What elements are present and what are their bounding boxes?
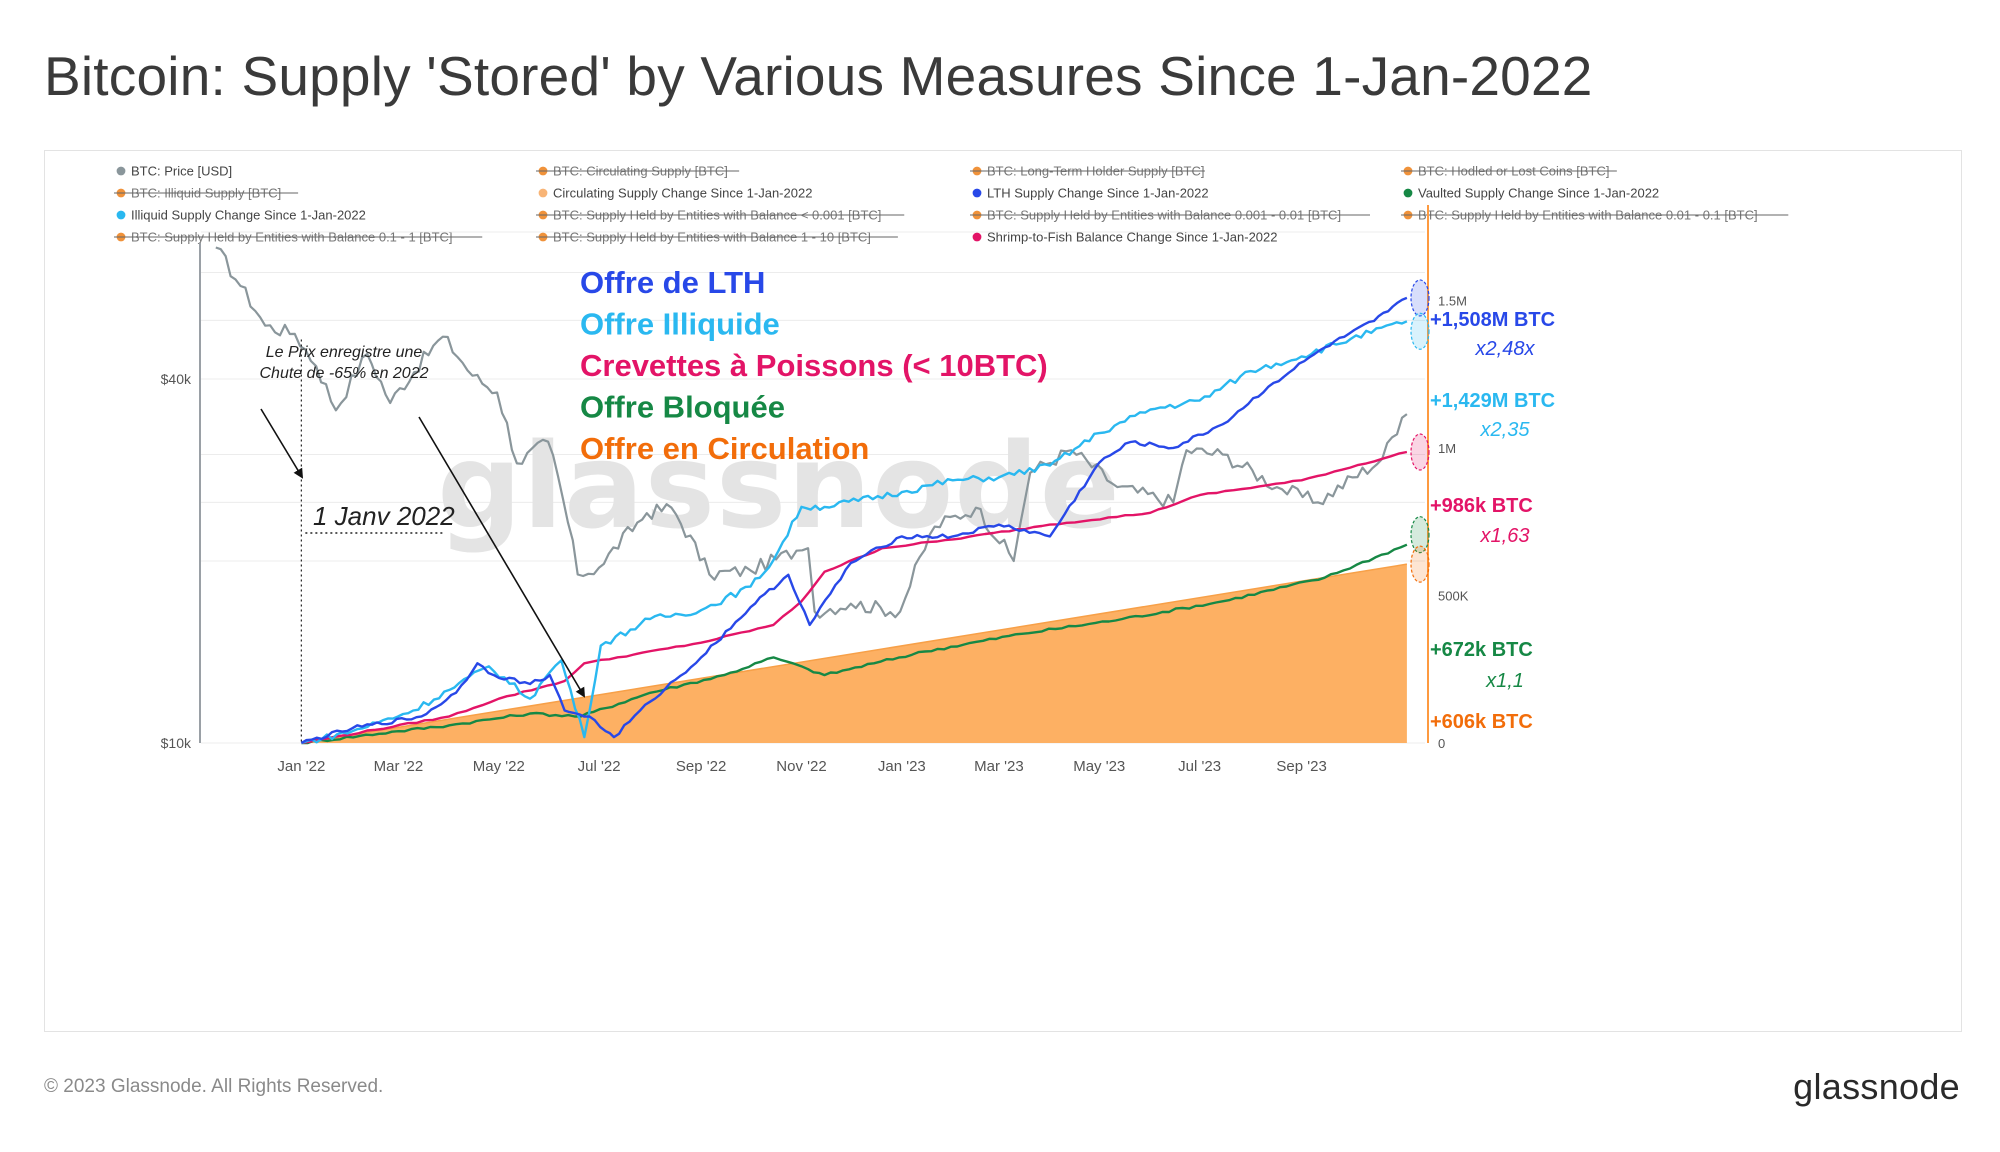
legend-item: BTC: Supply Held by Entities with Balanc…	[536, 230, 898, 245]
x-tick-label: May '22	[473, 758, 525, 775]
price-drop-label-line1: Le Prix enregistre une	[266, 344, 423, 361]
end-multiple-label: x1,63	[1480, 525, 1530, 547]
series-line-price	[215, 246, 1408, 619]
y-right-tick-label: 500K	[1438, 588, 1469, 603]
end-value-label: +606k BTC	[1430, 711, 1533, 733]
end-highlight	[1410, 433, 1430, 471]
end-value-label: +1,508M BTC	[1430, 309, 1555, 331]
end-multiple-label: x1,1	[1485, 670, 1524, 692]
x-tick-label: Mar '23	[974, 758, 1024, 775]
x-tick-label: Nov '22	[776, 758, 826, 775]
end-value-labels: +1,508M BTC x2,48x +1,429M BTC x2,35 +986k B…	[1410, 279, 1555, 733]
end-multiple-label: x2,48x	[1475, 338, 1536, 360]
legend-item: BTC: Supply Held by Entities with Balanc…	[114, 230, 483, 245]
series-area-circulating-supply	[301, 564, 1407, 743]
end-highlight	[1410, 279, 1430, 317]
x-tick-label: Sep '22	[676, 758, 726, 775]
overlay-label: Offre de LTH	[580, 265, 765, 300]
overlay-label: Crevettes à Poissons (< 10BTC)	[580, 348, 1048, 383]
legend-marker	[972, 188, 982, 198]
legend-marker	[116, 166, 126, 176]
legend-label: LTH Supply Change Since 1-Jan-2022	[987, 186, 1209, 201]
legend-item: BTC: Supply Held by Entities with Balanc…	[536, 208, 905, 223]
legend-item: Circulating Supply Change Since 1-Jan-20…	[538, 186, 812, 201]
x-tick-label: Jul '23	[1178, 758, 1221, 775]
legend-label: BTC: Price [USD]	[131, 164, 232, 179]
x-tick-label: Jan '23	[878, 758, 926, 775]
arrow-second-drop	[418, 416, 586, 698]
legend-item: BTC: Circulating Supply [BTC]	[536, 164, 740, 179]
legend-item: Illiquid Supply Change Since 1-Jan-2022	[116, 208, 366, 223]
y-left-tick-label: $10k	[161, 735, 192, 751]
copyright-text: © 2023 Glassnode. All Rights Reserved.	[44, 1076, 384, 1097]
y-left-tick-label: $40k	[161, 371, 192, 387]
series-line-vaulted	[301, 543, 1408, 745]
legend-item: LTH Supply Change Since 1-Jan-2022	[972, 186, 1209, 201]
legend-item: BTC: Hodled or Lost Coins [BTC]	[1401, 164, 1617, 179]
end-highlight	[1410, 312, 1430, 350]
brand-logo: glassnode	[1793, 1066, 1960, 1107]
end-highlight	[1410, 516, 1430, 554]
legend-marker	[972, 232, 982, 242]
legend-item: BTC: Illiquid Supply [BTC]	[114, 186, 299, 201]
legend-marker	[1403, 188, 1413, 198]
page-title: Bitcoin: Supply 'Stored' by Various Meas…	[44, 45, 1593, 107]
end-multiple-label: x2,35	[1480, 419, 1531, 441]
chart-panel: BTC: Price [USD] BTC: Circulating Supply …	[44, 150, 1962, 1032]
legend-label: Shrimp-to-Fish Balance Change Since 1-Ja…	[987, 230, 1278, 245]
legend-item: Shrimp-to-Fish Balance Change Since 1-Ja…	[972, 230, 1278, 245]
x-tick-label: Jan '22	[277, 758, 325, 775]
overlay-label: Offre en Circulation	[580, 431, 869, 466]
series-line-circulating-supply	[301, 563, 1408, 744]
x-tick-label: Jul '22	[578, 758, 621, 775]
legend-item: BTC: Price [USD]	[116, 164, 232, 179]
legend-item: BTC: Long-Term Holder Supply [BTC]	[970, 164, 1205, 179]
legend-marker	[116, 210, 126, 220]
series-line-illiquid	[301, 320, 1408, 745]
legend-label: Circulating Supply Change Since 1-Jan-20…	[553, 186, 812, 201]
start-date-label: 1 Janv 2022	[313, 501, 455, 531]
legend: BTC: Price [USD] BTC: Circulating Supply …	[114, 164, 1789, 245]
chart-svg: BTC: Price [USD] BTC: Circulating Supply …	[114, 164, 1789, 775]
series-name-overlay: Offre de LTH Offre Illiquide Crevettes à P…	[580, 265, 1048, 466]
y-right-tick-label: 1M	[1438, 441, 1456, 456]
price-annotation: 1 Janv 2022 Le Prix enregistre une Chute d…	[259, 339, 586, 743]
series-line-shrimp-to-fish	[301, 450, 1408, 745]
end-value-label: +986k BTC	[1430, 495, 1533, 517]
arrow-first-drop	[260, 408, 304, 479]
y-right-tick-label: 0	[1438, 736, 1445, 751]
legend-label: Vaulted Supply Change Since 1-Jan-2022	[1418, 186, 1659, 201]
price-drop-label-line2: Chute de -65% en 2022	[259, 365, 428, 382]
x-tick-label: Sep '23	[1276, 758, 1326, 775]
x-tick-label: May '23	[1073, 758, 1125, 775]
x-tick-label: Mar '22	[374, 758, 424, 775]
end-value-label: +1,429M BTC	[1430, 390, 1555, 412]
legend-item: BTC: Supply Held by Entities with Balanc…	[1401, 208, 1789, 223]
y-right-tick-label: 1.5M	[1438, 293, 1467, 308]
series-line-lth	[300, 296, 1408, 745]
legend-item: Vaulted Supply Change Since 1-Jan-2022	[1403, 186, 1659, 201]
legend-label: Illiquid Supply Change Since 1-Jan-2022	[131, 208, 366, 223]
end-value-label: +672k BTC	[1430, 639, 1533, 661]
legend-item: BTC: Supply Held by Entities with Balanc…	[970, 208, 1370, 223]
overlay-label: Offre Illiquide	[580, 307, 780, 342]
legend-marker	[538, 188, 548, 198]
overlay-label: Offre Bloquée	[580, 390, 785, 425]
end-highlight	[1410, 545, 1430, 583]
